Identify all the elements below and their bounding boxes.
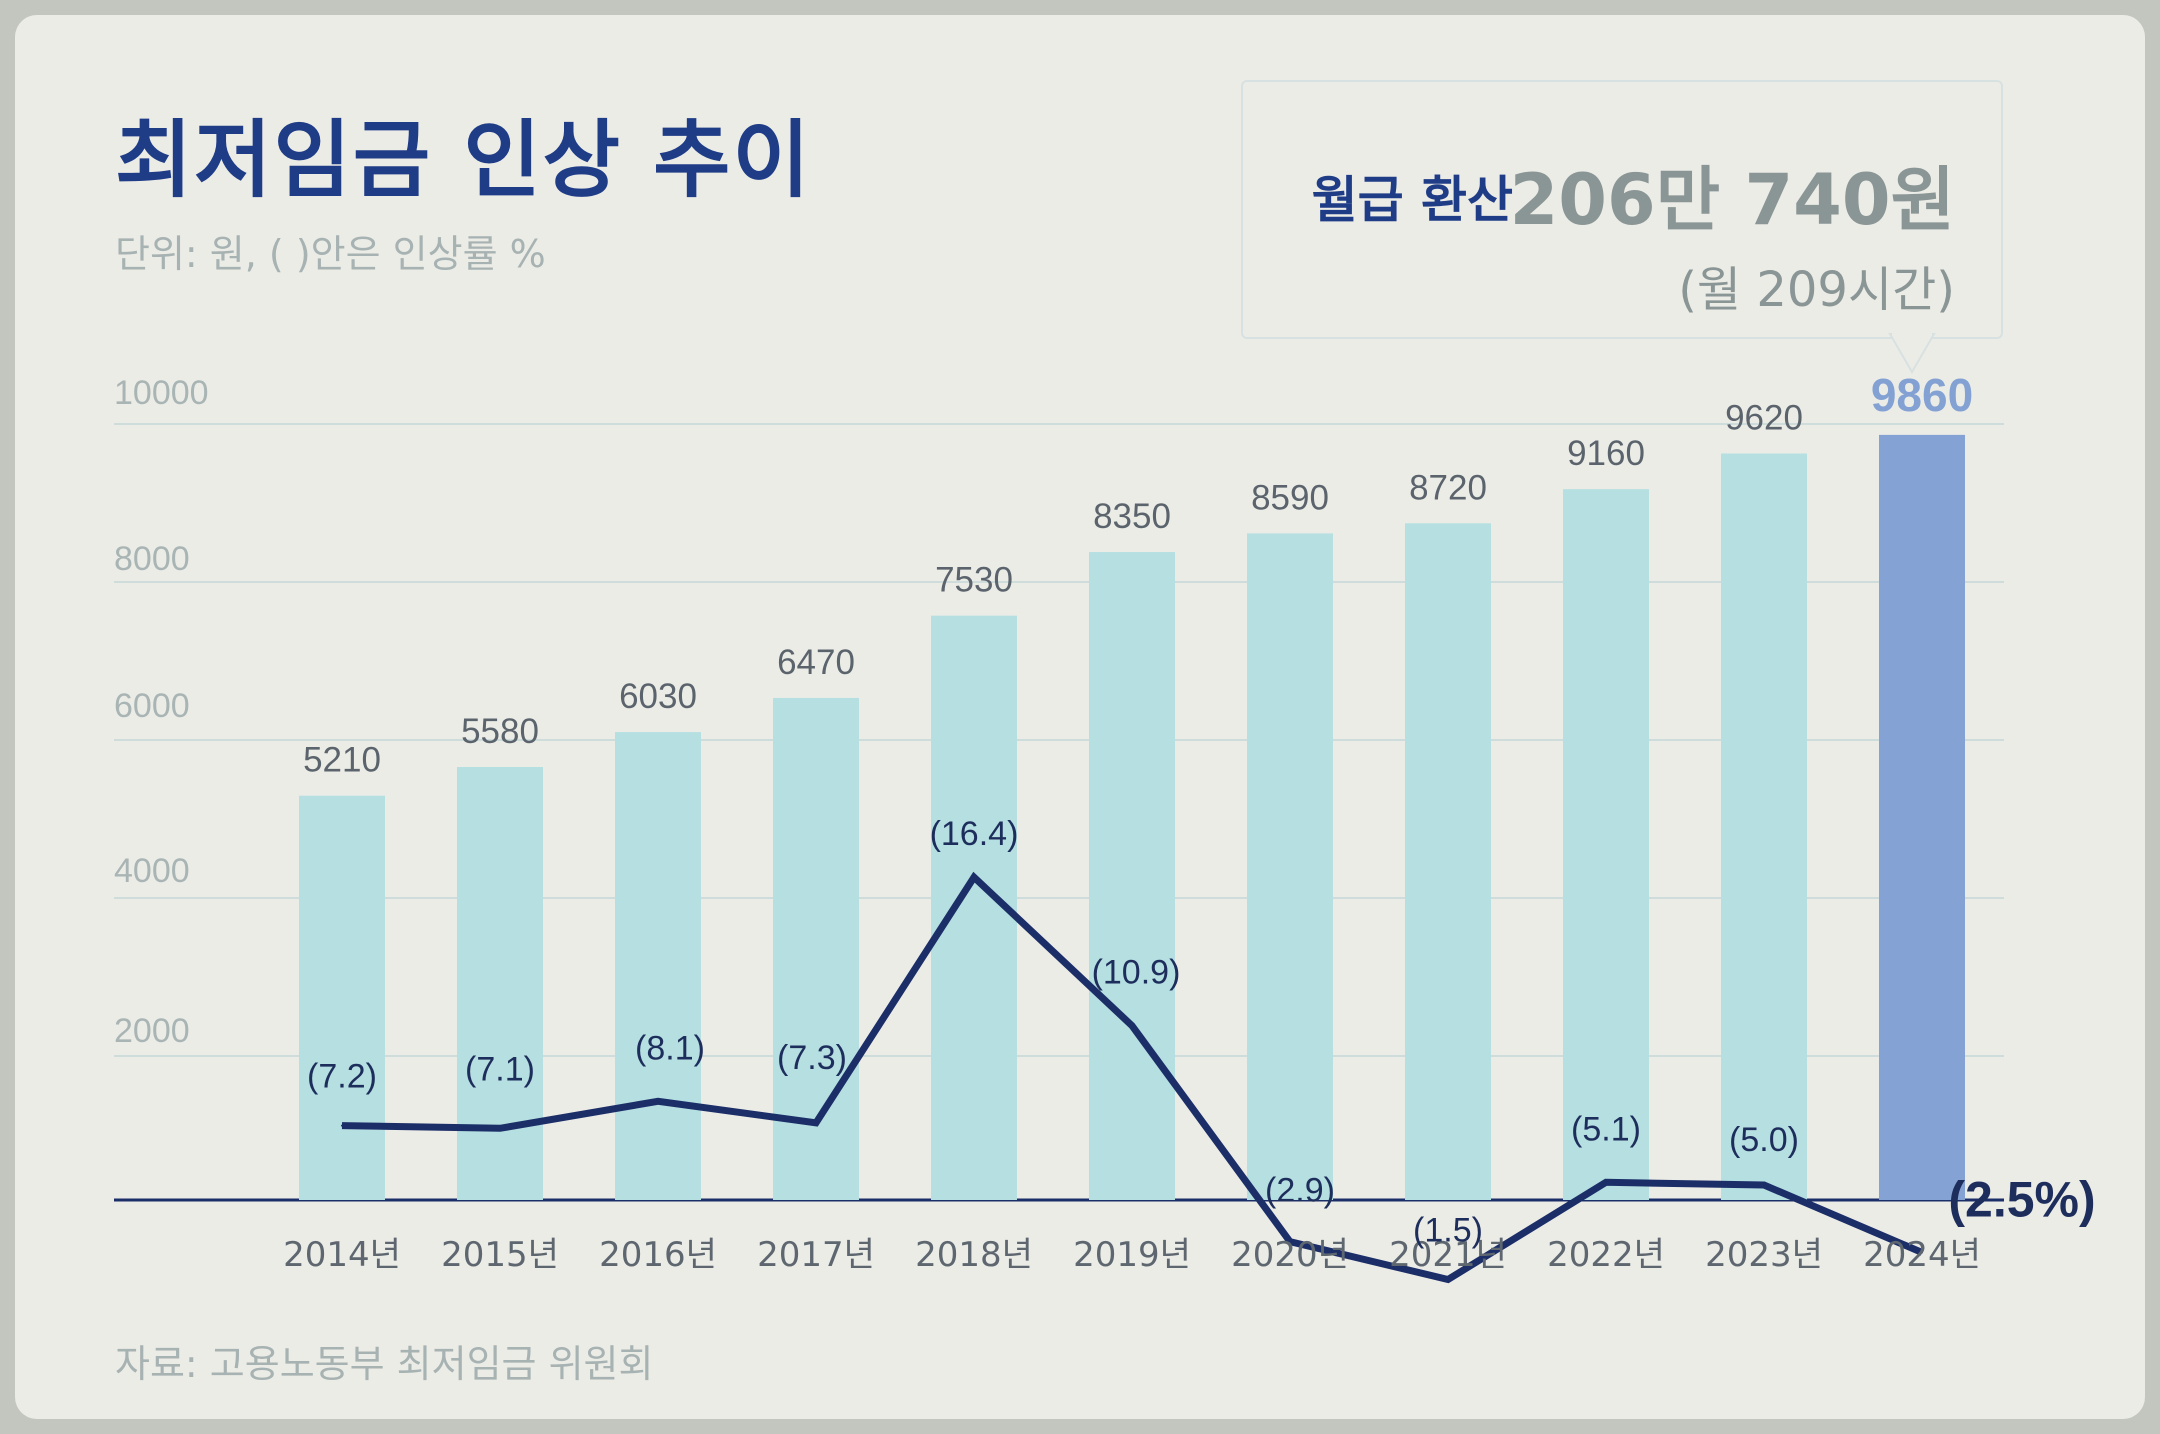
- rate-value-label: (2.9): [1265, 1172, 1335, 1210]
- x-tick-label: 2021년: [1389, 1235, 1507, 1275]
- x-tick-label: 2017년: [757, 1235, 875, 1275]
- rate-value-label: (7.3): [777, 1039, 847, 1077]
- rate-point: [1289, 1240, 1291, 1243]
- bar-value-label: 8590: [1251, 478, 1329, 517]
- rate-value-label: (16.4): [930, 815, 1019, 853]
- bar-2019년: [1089, 552, 1175, 1200]
- rate-point: [499, 1127, 501, 1130]
- callout-pointer: [1888, 333, 1936, 374]
- rate-value-label: (7.1): [465, 1050, 535, 1088]
- rate-value-label: (5.0): [1729, 1121, 1799, 1159]
- y-tick-label: 4000: [114, 852, 190, 890]
- x-tick-label: 2018년: [915, 1235, 1033, 1275]
- rate-point: [1763, 1184, 1765, 1186]
- callout-note: (월 209시간): [1678, 262, 1955, 318]
- bar-value-label: 9860: [1871, 369, 1973, 421]
- y-tick-label: 10000: [114, 374, 209, 412]
- bar-value-label: 9620: [1725, 398, 1803, 437]
- rate-point: [1605, 1181, 1607, 1184]
- bar-value-label: 6030: [619, 677, 697, 716]
- x-tick-label: 2020년: [1231, 1235, 1349, 1275]
- bar-2023년: [1721, 453, 1807, 1200]
- rate-point: [815, 1121, 817, 1124]
- bar-2022년: [1563, 489, 1649, 1201]
- rate-point: [1131, 1024, 1133, 1027]
- rate-value-label: (10.9): [1092, 954, 1181, 992]
- monthly-salary-callout: 월급 환산 206만 740원 (월 209시간): [1241, 80, 2003, 339]
- bar-value-label: 5210: [303, 741, 381, 780]
- rate-value-label: (2.5%): [1948, 1172, 2095, 1228]
- y-tick-label: 8000: [114, 540, 190, 578]
- bar-value-label: 5580: [461, 712, 539, 751]
- rate-point: [657, 1100, 659, 1103]
- x-tick-label: 2022년: [1547, 1235, 1665, 1275]
- bar-2024년: [1879, 434, 1965, 1200]
- bar-2016년: [615, 732, 701, 1200]
- rate-value-label: (5.1): [1571, 1110, 1641, 1148]
- rate-value-label: (1.5): [1413, 1212, 1483, 1250]
- y-tick-label: 2000: [114, 1012, 190, 1050]
- x-tick-label: 2023년: [1705, 1235, 1823, 1275]
- callout-value: 206만 740원: [1509, 159, 1955, 241]
- x-tick-label: 2014년: [283, 1235, 401, 1275]
- rate-point: [1447, 1278, 1449, 1281]
- x-tick-label: 2016년: [599, 1235, 717, 1275]
- bar-2021년: [1405, 523, 1491, 1200]
- y-tick-label: 6000: [114, 687, 190, 725]
- x-tick-label: 2019년: [1073, 1235, 1191, 1275]
- rate-value-label: (7.2): [307, 1058, 377, 1096]
- chart-title: 최저임금 인상 추이: [115, 111, 812, 209]
- x-tick-label: 2015년: [441, 1235, 559, 1275]
- bar-2015년: [457, 766, 543, 1200]
- rate-point: [973, 876, 975, 879]
- bar-value-label: 8350: [1093, 497, 1171, 536]
- bar-value-label: 7530: [935, 561, 1013, 600]
- bar-value-label: 8720: [1409, 468, 1487, 507]
- rate-point: [1921, 1251, 1923, 1254]
- rate-point: [341, 1124, 343, 1127]
- rate-value-label: (8.1): [635, 1029, 705, 1067]
- unit-note: 단위: 원, ( )안은 인상률 %: [115, 232, 546, 276]
- bar-value-label: 9160: [1567, 434, 1645, 473]
- callout-label: 월급 환산: [1311, 171, 1513, 229]
- x-tick-label: 2024년: [1863, 1235, 1981, 1275]
- source-note: 자료: 고용노동부 최저임금 위원회: [115, 1342, 654, 1386]
- bar-2020년: [1247, 533, 1333, 1200]
- bar-2014년: [299, 795, 385, 1200]
- bar-value-label: 6470: [777, 643, 855, 682]
